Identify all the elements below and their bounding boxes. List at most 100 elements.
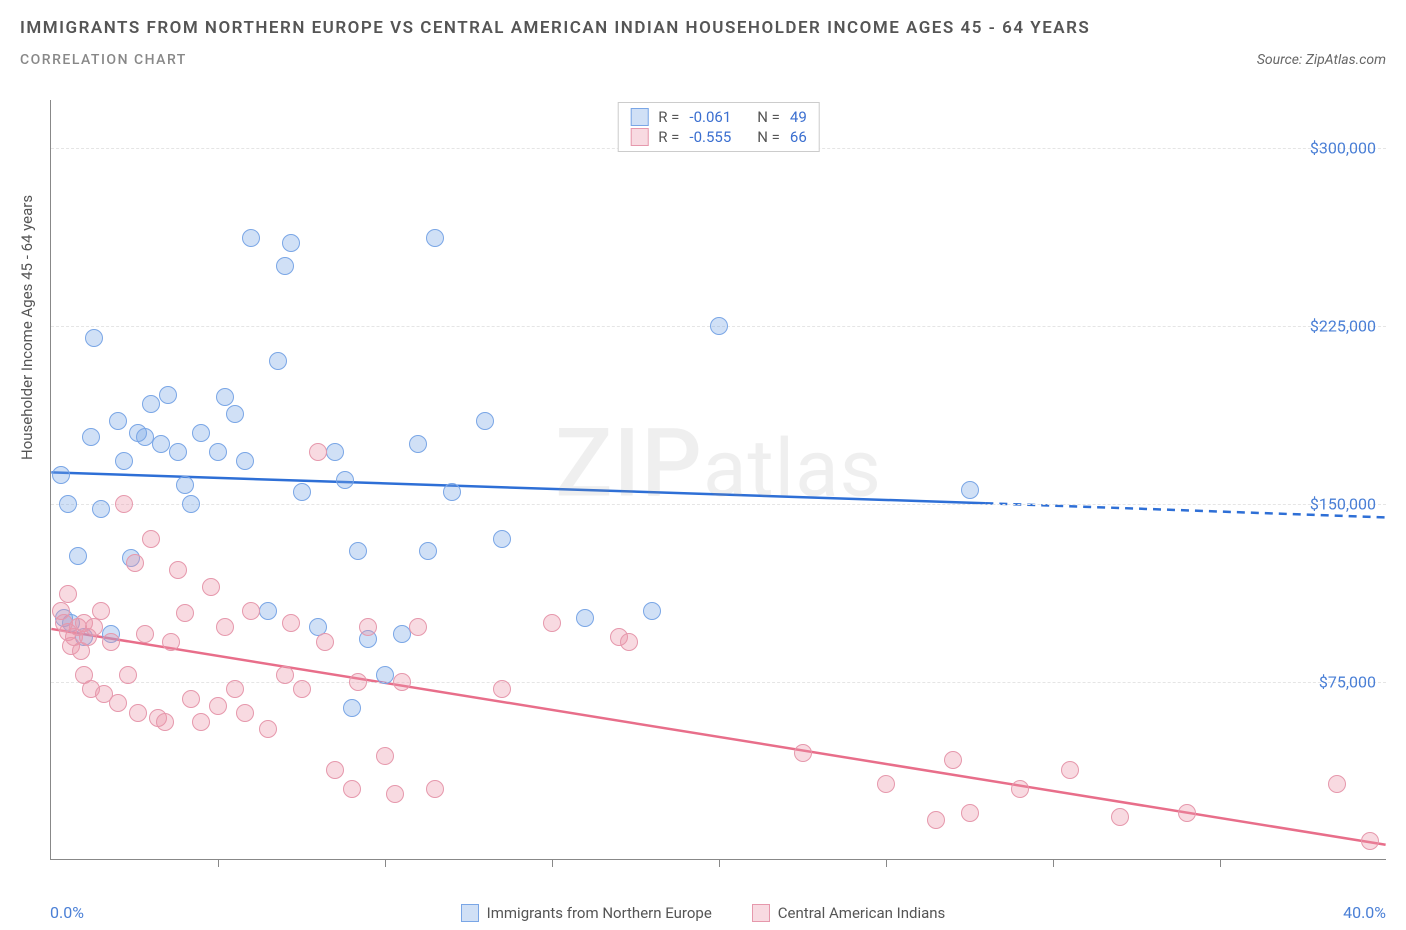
scatter-point-central: [169, 561, 187, 579]
scatter-point-central: [136, 625, 154, 643]
scatter-point-immigrants: [961, 481, 979, 499]
y-tick-label: $225,000: [1310, 316, 1376, 335]
scatter-point-immigrants: [59, 495, 77, 513]
legend-item-immigrants: Immigrants from Northern Europe: [461, 904, 712, 922]
scatter-point-central: [393, 673, 411, 691]
source-attribution: Source: ZipAtlas.com: [1257, 52, 1386, 68]
legend-row-central: R = -0.555 N = 66: [630, 127, 807, 147]
scatter-point-central: [115, 495, 133, 513]
scatter-point-immigrants: [142, 395, 160, 413]
scatter-point-central: [102, 633, 120, 651]
x-tick: [886, 859, 887, 867]
scatter-point-immigrants: [159, 386, 177, 404]
scatter-point-immigrants: [409, 435, 427, 453]
scatter-point-central: [409, 618, 427, 636]
scatter-point-central: [126, 554, 144, 572]
scatter-point-immigrants: [426, 229, 444, 247]
scatter-point-central: [109, 694, 127, 712]
scatter-point-immigrants: [92, 500, 110, 518]
chart-subtitle: CORRELATION CHART: [20, 52, 187, 68]
scatter-point-central: [1328, 775, 1346, 793]
scatter-point-central: [944, 751, 962, 769]
scatter-point-central: [92, 602, 110, 620]
x-tick: [719, 859, 720, 867]
scatter-point-immigrants: [259, 602, 277, 620]
y-tick-label: $300,000: [1310, 138, 1376, 157]
scatter-point-central: [343, 780, 361, 798]
scatter-point-immigrants: [349, 542, 367, 560]
scatter-point-central: [119, 666, 137, 684]
scatter-plot: ZIPatlas R = -0.061 N = 49 R = -0.555 N …: [50, 100, 1386, 860]
x-tick: [218, 859, 219, 867]
scatter-point-central: [276, 666, 294, 684]
scatter-point-immigrants: [182, 495, 200, 513]
scatter-point-central: [142, 530, 160, 548]
scatter-point-immigrants: [393, 625, 411, 643]
scatter-point-central: [794, 744, 812, 762]
scatter-point-immigrants: [176, 476, 194, 494]
scatter-point-immigrants: [326, 443, 344, 461]
gridline: [51, 504, 1386, 505]
legend-row-immigrants: R = -0.061 N = 49: [630, 107, 807, 127]
scatter-point-immigrants: [216, 388, 234, 406]
scatter-point-central: [182, 690, 200, 708]
x-tick: [1053, 859, 1054, 867]
scatter-point-immigrants: [109, 412, 127, 430]
scatter-point-central: [129, 704, 147, 722]
scatter-point-central: [1011, 780, 1029, 798]
scatter-point-immigrants: [710, 317, 728, 335]
gridline: [51, 682, 1386, 683]
scatter-point-immigrants: [226, 405, 244, 423]
scatter-point-central: [620, 633, 638, 651]
scatter-point-central: [282, 614, 300, 632]
scatter-point-central: [202, 578, 220, 596]
scatter-point-central: [192, 713, 210, 731]
swatch-icon: [461, 904, 479, 922]
scatter-point-immigrants: [115, 452, 133, 470]
scatter-point-central: [236, 704, 254, 722]
swatch-icon: [630, 128, 648, 146]
scatter-point-central: [1061, 761, 1079, 779]
scatter-point-central: [877, 775, 895, 793]
scatter-point-immigrants: [443, 483, 461, 501]
scatter-point-central: [176, 604, 194, 622]
scatter-point-central: [1361, 832, 1379, 850]
scatter-point-central: [326, 761, 344, 779]
scatter-point-central: [226, 680, 244, 698]
trend-lines: [51, 100, 1386, 859]
x-tick: [552, 859, 553, 867]
x-tick: [385, 859, 386, 867]
scatter-point-central: [156, 713, 174, 731]
scatter-point-central: [209, 697, 227, 715]
scatter-point-immigrants: [419, 542, 437, 560]
scatter-point-central: [242, 602, 260, 620]
y-axis-label: Householder Income Ages 45 - 64 years: [18, 195, 36, 460]
scatter-point-immigrants: [136, 428, 154, 446]
scatter-point-immigrants: [169, 443, 187, 461]
scatter-point-immigrants: [236, 452, 254, 470]
scatter-point-immigrants: [293, 483, 311, 501]
scatter-point-immigrants: [282, 234, 300, 252]
scatter-point-central: [85, 618, 103, 636]
scatter-point-central: [162, 633, 180, 651]
scatter-point-immigrants: [276, 257, 294, 275]
scatter-point-central: [426, 780, 444, 798]
swatch-icon: [752, 904, 770, 922]
scatter-point-immigrants: [85, 329, 103, 347]
swatch-icon: [630, 108, 648, 126]
scatter-point-immigrants: [476, 412, 494, 430]
scatter-point-immigrants: [242, 229, 260, 247]
scatter-point-central: [293, 680, 311, 698]
y-tick-label: $75,000: [1319, 672, 1376, 691]
scatter-point-immigrants: [493, 530, 511, 548]
scatter-point-central: [1178, 804, 1196, 822]
scatter-point-immigrants: [336, 471, 354, 489]
scatter-point-central: [349, 673, 367, 691]
x-tick: [1220, 859, 1221, 867]
scatter-point-immigrants: [152, 435, 170, 453]
scatter-point-immigrants: [643, 602, 661, 620]
scatter-point-immigrants: [576, 609, 594, 627]
scatter-point-central: [316, 633, 334, 651]
scatter-point-central: [961, 804, 979, 822]
scatter-point-immigrants: [376, 666, 394, 684]
